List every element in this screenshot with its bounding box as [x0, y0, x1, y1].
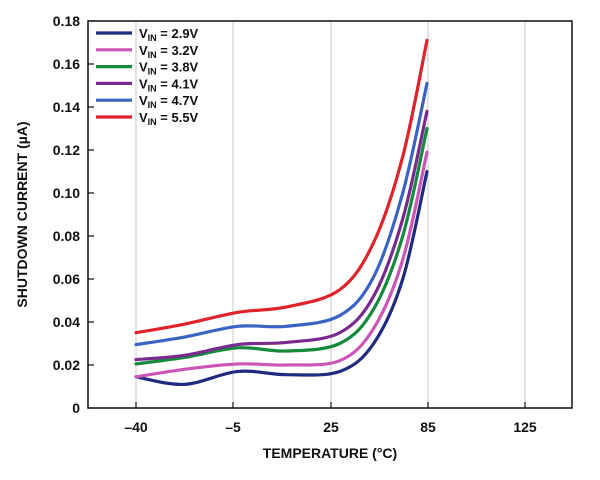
- legend-label-main: V: [139, 110, 148, 125]
- plot-area-frame: [87, 20, 573, 409]
- legend-label-rest: = 3.2V: [157, 43, 199, 58]
- y-tick-label: 0.06: [53, 271, 80, 287]
- y-tick-label: 0.12: [53, 142, 80, 158]
- x-tick-label: –5: [225, 419, 241, 435]
- x-tick-label: –40: [124, 419, 148, 435]
- x-tick-label: 125: [513, 419, 537, 435]
- legend-label-0: VIN = 2.9V: [139, 26, 199, 43]
- legend-label-rest: = 3.8V: [157, 60, 199, 75]
- legend-label-5: VIN = 5.5V: [139, 110, 199, 127]
- legend-label-sub: IN: [148, 67, 157, 77]
- legend-label-sub: IN: [148, 83, 157, 93]
- legend-label-1: VIN = 3.2V: [139, 43, 199, 60]
- series-line-2: [134, 126, 429, 366]
- y-tick-label: 0.16: [53, 56, 80, 72]
- legend-label-sub: IN: [148, 100, 157, 110]
- series-line-5: [134, 38, 429, 335]
- legend-label-main: V: [139, 43, 148, 58]
- series-line-0: [134, 169, 429, 386]
- axis-ticks: 0 0.02 0.04 0.06 0.08 0.10 0.12 0.14 0.16 0.18 –40…: [53, 13, 537, 435]
- y-tick-label: 0.08: [53, 228, 80, 244]
- series-line-3: [134, 109, 429, 362]
- y-axis-title: SHUTDOWN CURRENT (µA): [14, 121, 30, 307]
- series-line-1: [134, 150, 429, 379]
- legend-label-3: VIN = 4.1V: [139, 76, 199, 93]
- legend-label-main: V: [139, 76, 148, 91]
- y-tick-label: 0.10: [53, 185, 80, 201]
- x-tick-label: 25: [323, 419, 339, 435]
- legend-label-rest: = 4.1V: [157, 76, 199, 91]
- legend-label-main: V: [139, 93, 148, 108]
- legend-label-rest: = 2.9V: [157, 26, 199, 41]
- series-lines: [134, 38, 429, 386]
- legend-label-2: VIN = 3.8V: [139, 60, 199, 77]
- x-tick-label: 85: [420, 419, 436, 435]
- y-tick-label: 0.04: [53, 314, 80, 330]
- legend-label-sub: IN: [148, 117, 157, 127]
- legend-label-main: V: [139, 26, 148, 41]
- legend-label-sub: IN: [148, 50, 157, 60]
- y-tick-label: 0: [72, 400, 80, 416]
- legend-label-sub: IN: [148, 33, 157, 43]
- x-axis-title: TEMPERATURE (°C): [263, 445, 397, 461]
- legend-label-4: VIN = 4.7V: [139, 93, 199, 110]
- series-line-4: [134, 81, 429, 347]
- legend-label-rest: = 5.5V: [157, 110, 199, 125]
- legend-label-main: V: [139, 60, 148, 75]
- y-tick-label: 0.02: [53, 357, 80, 373]
- y-tick-label: 0.18: [53, 13, 80, 29]
- legend-label-rest: = 4.7V: [157, 93, 199, 108]
- y-tick-label: 0.14: [53, 99, 80, 115]
